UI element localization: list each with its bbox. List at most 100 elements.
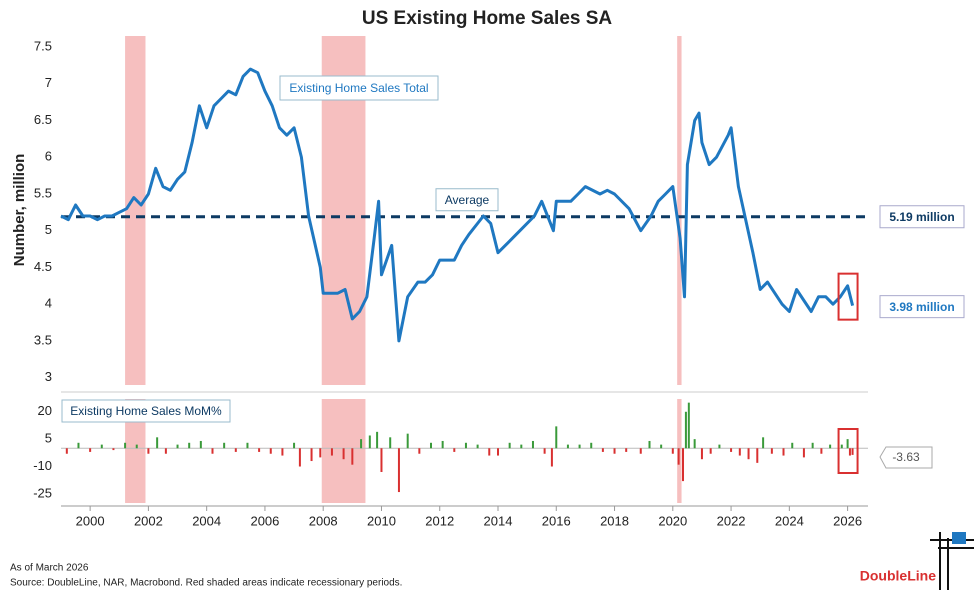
bar bbox=[199, 440, 202, 449]
bar bbox=[840, 444, 843, 449]
y-tick-label: 5 bbox=[45, 222, 52, 237]
footnote: As of March 2026 bbox=[10, 563, 89, 574]
x-tick-label: 2010 bbox=[367, 513, 396, 528]
bar bbox=[380, 448, 383, 472]
x-tick-label: 2020 bbox=[658, 513, 687, 528]
bar bbox=[188, 442, 191, 449]
y-tick-label: 5.5 bbox=[34, 185, 52, 200]
x-tick-label: 2002 bbox=[134, 513, 163, 528]
x-tick-label: 2008 bbox=[309, 513, 338, 528]
bar bbox=[639, 448, 642, 454]
bar bbox=[508, 442, 511, 449]
bar bbox=[429, 442, 432, 449]
average-name-box bbox=[435, 188, 499, 212]
x-tick-label: 2000 bbox=[76, 513, 105, 528]
bar bbox=[829, 444, 832, 449]
bar bbox=[677, 448, 680, 465]
bar bbox=[700, 448, 703, 460]
x-tick-label: 2024 bbox=[775, 513, 804, 528]
recession-band bbox=[677, 36, 682, 385]
bar bbox=[342, 448, 345, 460]
bar bbox=[791, 442, 794, 449]
bar bbox=[846, 439, 849, 449]
recession-band-lower bbox=[125, 399, 146, 503]
average-name: Average bbox=[445, 193, 490, 207]
bar bbox=[709, 448, 712, 454]
y-tick-label: 6.5 bbox=[34, 112, 52, 127]
bar bbox=[89, 448, 92, 452]
last-label: 3.98 million bbox=[889, 300, 954, 314]
bar bbox=[520, 444, 523, 449]
callout bbox=[879, 446, 933, 469]
bar bbox=[65, 448, 68, 454]
bar bbox=[281, 448, 284, 456]
bar bbox=[497, 448, 500, 456]
bar bbox=[258, 448, 261, 452]
bar bbox=[747, 448, 750, 460]
logo-square bbox=[952, 532, 966, 544]
bar bbox=[476, 444, 479, 449]
logo: DoubleLine bbox=[860, 568, 936, 584]
series-annotation: Existing Home Sales MoM% bbox=[70, 404, 222, 418]
series-annotation-box bbox=[61, 399, 231, 423]
x-tick-label: 2004 bbox=[192, 513, 221, 528]
bar bbox=[550, 448, 553, 467]
x-tick-label: 2018 bbox=[600, 513, 629, 528]
bar bbox=[718, 444, 721, 449]
bar bbox=[802, 448, 805, 458]
y-tick-label: -10 bbox=[33, 458, 52, 473]
bar bbox=[360, 439, 363, 449]
x-tick-label: 2006 bbox=[250, 513, 279, 528]
bar bbox=[464, 442, 467, 449]
y-tick-label: 7 bbox=[45, 75, 52, 90]
bar bbox=[613, 448, 616, 454]
bar bbox=[319, 448, 322, 458]
bar bbox=[693, 439, 696, 449]
bar bbox=[687, 402, 690, 449]
highlight-box bbox=[837, 272, 859, 321]
bar bbox=[77, 442, 80, 449]
bar bbox=[368, 435, 371, 449]
x-tick-label: 2026 bbox=[833, 513, 862, 528]
chart-title: US Existing Home Sales SA bbox=[362, 8, 613, 29]
x-tick-label: 2014 bbox=[484, 513, 513, 528]
bar bbox=[848, 448, 851, 456]
average-label: 5.19 million bbox=[889, 210, 954, 224]
bar bbox=[112, 448, 115, 451]
bar bbox=[147, 448, 150, 454]
bar bbox=[293, 442, 296, 449]
x-tick-label: 2022 bbox=[717, 513, 746, 528]
x-tick-label: 2016 bbox=[542, 513, 571, 528]
bar bbox=[211, 448, 214, 454]
bar bbox=[851, 448, 854, 455]
bar bbox=[601, 448, 604, 452]
bar bbox=[441, 440, 444, 449]
bar bbox=[298, 448, 301, 467]
y-tick-label: 4 bbox=[45, 296, 52, 311]
bar bbox=[543, 448, 546, 454]
bar bbox=[671, 448, 674, 454]
bar bbox=[625, 448, 628, 452]
bar bbox=[246, 442, 249, 449]
bar bbox=[351, 448, 354, 465]
bar bbox=[770, 448, 773, 454]
bar bbox=[397, 448, 400, 493]
y-axis-label: Number, million bbox=[11, 154, 28, 267]
bar bbox=[135, 444, 138, 449]
bar bbox=[453, 448, 456, 452]
bar bbox=[730, 448, 733, 452]
y-tick-label: 5 bbox=[45, 431, 52, 446]
y-tick-label: -25 bbox=[33, 485, 52, 500]
y-tick-label: 4.5 bbox=[34, 259, 52, 274]
bar bbox=[223, 442, 226, 449]
bar bbox=[418, 448, 421, 454]
bar bbox=[660, 444, 663, 449]
bar bbox=[234, 448, 237, 452]
bar bbox=[578, 444, 581, 449]
highlight-box bbox=[837, 428, 859, 474]
bar bbox=[269, 448, 272, 454]
y-tick-label: 7.5 bbox=[34, 38, 52, 53]
last-label-box bbox=[879, 295, 965, 319]
y-tick-label: 3.5 bbox=[34, 332, 52, 347]
bar bbox=[531, 440, 534, 449]
